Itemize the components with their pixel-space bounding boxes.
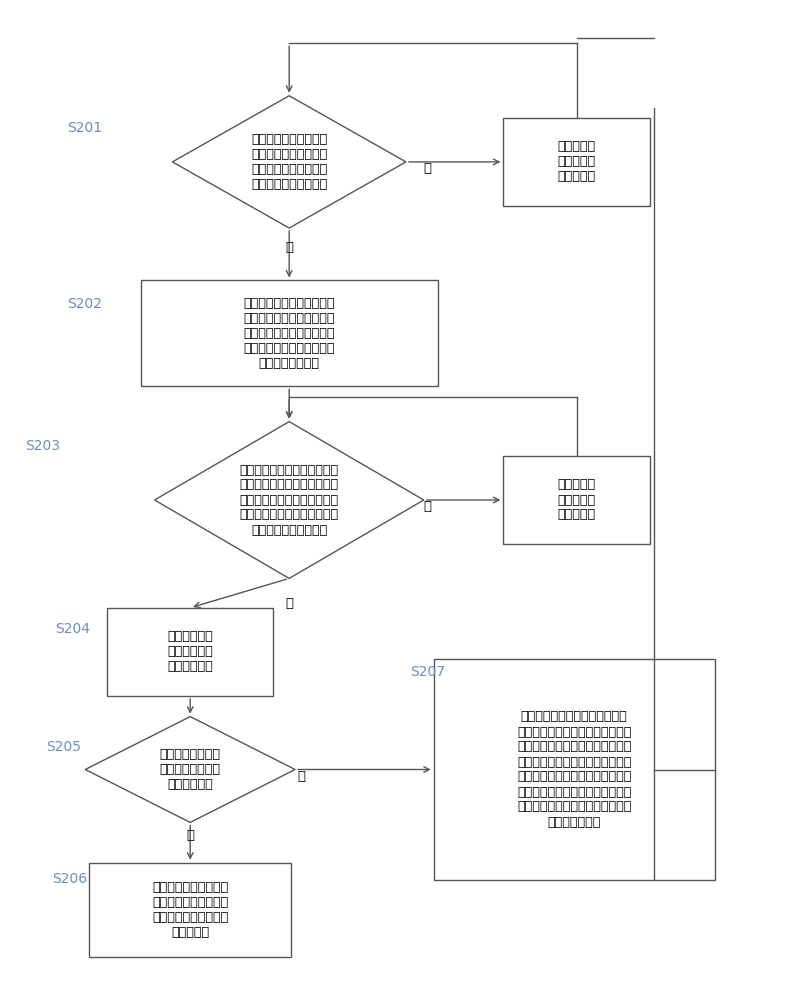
Bar xyxy=(503,118,650,206)
Text: 判断第二路径节点
是否满足第二预设
圆域通行条件: 判断第二路径节点 是否满足第二预设 圆域通行条件 xyxy=(160,748,221,791)
Text: 否: 否 xyxy=(423,500,431,513)
Text: 是: 是 xyxy=(285,597,293,610)
Polygon shape xyxy=(86,717,295,822)
Polygon shape xyxy=(154,422,423,578)
Polygon shape xyxy=(172,96,406,228)
Text: 是: 是 xyxy=(186,829,194,842)
Bar xyxy=(503,456,650,544)
Text: 判定机器人当前没有处于狭窄通
道，并根据所述预测通行坐标集合
内部存有的路径节点的数目，保存
所述预测通行坐标集合到同一个候
选路线坐标集合的内部，并将所述
预: 判定机器人当前没有处于狭窄通 道，并根据所述预测通行坐标集合 内部存有的路径节点… xyxy=(517,710,631,828)
Text: 在机器人沿着预设路径
移动的过程中，实时判
断预搜索区域是否满足
第一预设圆域通行条件: 在机器人沿着预设路径 移动的过程中，实时判 断预搜索区域是否满足 第一预设圆域通… xyxy=(251,133,327,191)
Bar xyxy=(434,659,715,880)
Text: 否: 否 xyxy=(297,770,305,783)
Text: 在机器人沿着预设路径移动的
过程中，实时判断机器人是否
移动至与最新记录的路径节点
的直线距离为大于或等于机器
人的机身直径的位置处: 在机器人沿着预设路径移动的 过程中，实时判断机器人是否 移动至与最新记录的路径节… xyxy=(240,464,339,536)
Text: 控制机器人
继续沿着预
设路径移动: 控制机器人 继续沿着预 设路径移动 xyxy=(558,140,595,183)
Text: S207: S207 xyxy=(410,664,445,678)
Text: 是: 是 xyxy=(285,241,293,254)
Text: S206: S206 xyxy=(52,872,86,886)
Text: S204: S204 xyxy=(56,622,90,636)
Text: S202: S202 xyxy=(67,297,103,311)
Bar xyxy=(89,863,291,957)
Text: 将机器人的当
前位置记录为
第二路径节点: 将机器人的当 前位置记录为 第二路径节点 xyxy=(167,630,213,673)
Text: S201: S201 xyxy=(67,121,103,135)
Text: S205: S205 xyxy=(46,740,81,754)
Text: S203: S203 xyxy=(26,439,61,453)
Bar xyxy=(107,608,273,696)
Text: 判定机器人当前处于狭
窄通道，并将第二路径
节点加入同一预测通行
坐标集合内: 判定机器人当前处于狭 窄通道，并将第二路径 节点加入同一预测通行 坐标集合内 xyxy=(152,881,229,939)
Text: 将机器人的当前位置记录为
第一路径节点，同时创建一
个新的预测通行坐标集合，
并将第一路径节点存入所述
预测通行坐标集合: 将机器人的当前位置记录为 第一路径节点，同时创建一 个新的预测通行坐标集合， 并… xyxy=(243,297,335,370)
Text: 否: 否 xyxy=(423,162,431,175)
Text: 控制机器人
继续沿着预
设路径移动: 控制机器人 继续沿着预 设路径移动 xyxy=(558,479,595,522)
Bar xyxy=(141,280,438,386)
